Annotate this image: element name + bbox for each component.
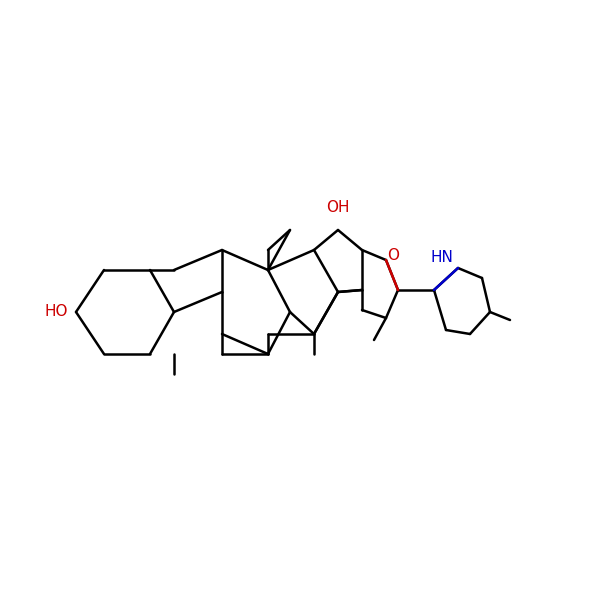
Text: OH: OH [326, 200, 350, 215]
Text: O: O [387, 247, 399, 263]
Text: HN: HN [430, 251, 453, 265]
Text: HO: HO [44, 304, 68, 319]
